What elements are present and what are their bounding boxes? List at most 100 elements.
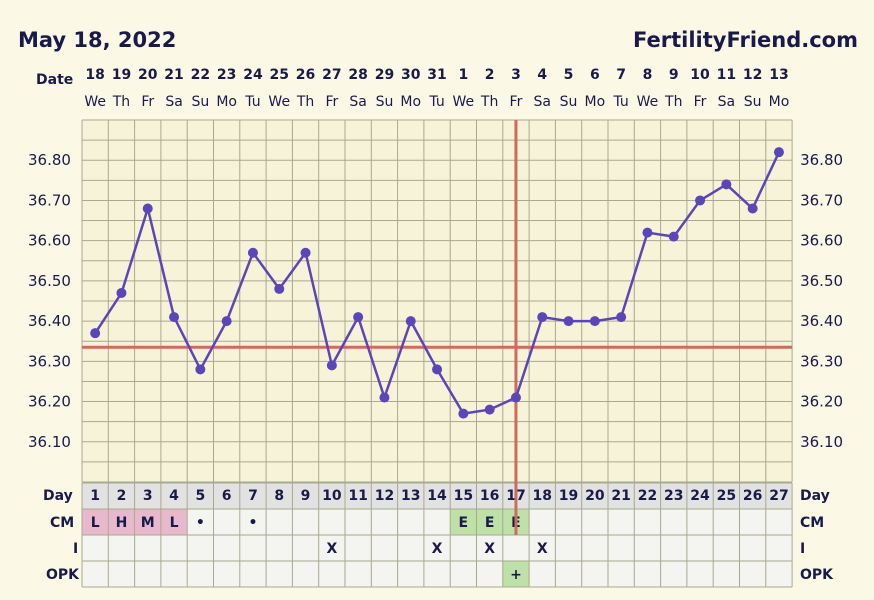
- weekday-label: Tu: [428, 94, 444, 110]
- date-row-label: Date: [36, 72, 73, 88]
- y-tick-label-left: 36.10: [28, 433, 71, 451]
- weekday-label: We: [453, 94, 475, 110]
- row-bg: [82, 509, 793, 535]
- temperature-point: [484, 404, 495, 415]
- temperature-point: [353, 312, 364, 323]
- day-number: 25: [717, 488, 736, 504]
- weekday-label: Sa: [349, 94, 366, 110]
- cm-cell-fill: [476, 509, 503, 535]
- date-label: 23: [217, 67, 236, 83]
- day-number: 14: [427, 488, 447, 504]
- y-tick-label-right: 36.80: [800, 151, 843, 169]
- day-number: 18: [533, 488, 552, 504]
- day-row-label-left: Day: [43, 488, 73, 504]
- date-label: 22: [191, 67, 210, 83]
- temperature-point: [642, 227, 653, 238]
- day-number: 20: [585, 488, 605, 504]
- date-label: 8: [643, 67, 653, 83]
- cm-cell-fill: [82, 509, 109, 535]
- y-tick-label-left: 36.20: [28, 393, 71, 411]
- temperature-point: [589, 316, 600, 327]
- opk-result: +: [510, 567, 522, 583]
- date-label: 25: [270, 67, 289, 83]
- weekday-label: Mo: [216, 94, 237, 110]
- weekday-label: Fr: [510, 94, 523, 110]
- date-label: 20: [138, 67, 158, 83]
- weekday-label: Mo: [769, 94, 790, 110]
- temperature-point: [432, 364, 443, 375]
- weekday-label: Mo: [585, 94, 606, 110]
- day-number: 5: [195, 488, 205, 504]
- date-label: 3: [511, 67, 521, 83]
- day-number: 9: [301, 488, 311, 504]
- y-tick-label-right: 36.10: [800, 433, 843, 451]
- day-number: 1: [90, 488, 100, 504]
- date-label: 31: [427, 67, 446, 83]
- day-number: 23: [664, 488, 683, 504]
- temperature-point: [247, 247, 258, 258]
- date-label: 24: [243, 67, 263, 83]
- chart-date: May 18, 2022: [18, 28, 176, 52]
- weekday-label: Fr: [325, 94, 338, 110]
- day-number: 24: [690, 488, 710, 504]
- date-label: 9: [669, 67, 679, 83]
- date-label: 26: [296, 67, 315, 83]
- cm-cell-fill: [134, 509, 161, 535]
- temperature-point: [300, 247, 311, 258]
- cm-cell-fill: [450, 509, 477, 535]
- weekday-label: Su: [744, 94, 762, 110]
- date-label: 12: [743, 67, 762, 83]
- temperature-point: [616, 312, 627, 323]
- weekday-label: Th: [296, 94, 314, 110]
- cm-value: •: [248, 515, 257, 531]
- temperature-point: [747, 203, 758, 214]
- date-label: 21: [164, 67, 183, 83]
- temperature-point: [195, 364, 206, 375]
- intercourse-mark: X: [432, 541, 443, 557]
- day-number: 8: [274, 488, 284, 504]
- weekday-label: Th: [480, 94, 498, 110]
- day-number: 13: [401, 488, 420, 504]
- temperature-point: [169, 312, 180, 323]
- brand-name: FertilityFriend.com: [633, 28, 858, 52]
- y-axis-labels: 36.10 36.10 36.20 36.20 36.30 36.30 36.40 36.40…: [28, 151, 843, 451]
- cm-value: E: [485, 515, 495, 531]
- temperature-point: [90, 328, 101, 339]
- date-label: 28: [348, 67, 367, 83]
- day-number: 21: [611, 488, 630, 504]
- cm-row-label-right: CM: [800, 515, 824, 531]
- day-number: 7: [248, 488, 258, 504]
- temperature-point: [773, 147, 784, 158]
- weekday-label: Sa: [534, 94, 551, 110]
- y-tick-label-right: 36.60: [800, 232, 843, 250]
- temperature-point: [221, 316, 232, 327]
- cm-value: H: [116, 515, 128, 531]
- day-number: 19: [559, 488, 578, 504]
- date-label: 27: [322, 67, 341, 83]
- date-label: 1: [458, 67, 468, 83]
- date-label: 13: [769, 67, 788, 83]
- date-label: 19: [112, 67, 131, 83]
- day-row-bg: [82, 483, 793, 509]
- temperature-point: [116, 287, 127, 298]
- weekday-label: We: [84, 94, 106, 110]
- temperature-point: [668, 231, 679, 242]
- opk-row-label-right: OPK: [800, 567, 834, 583]
- y-tick-label-left: 36.30: [28, 352, 71, 370]
- weekday-label: Mo: [400, 94, 421, 110]
- temperature-point: [326, 360, 337, 371]
- date-label: 11: [717, 67, 736, 83]
- date-label: 2: [485, 67, 495, 83]
- temperature-point: [537, 312, 548, 323]
- row-bg: [82, 535, 793, 561]
- day-number: 3: [143, 488, 153, 504]
- cm-cell-fill: [108, 509, 135, 535]
- y-tick-label-right: 36.70: [800, 191, 843, 209]
- day-number: 2: [117, 488, 127, 504]
- temperature-point: [458, 408, 469, 419]
- day-number: 10: [322, 488, 342, 504]
- temperature-point: [563, 316, 574, 327]
- date-label: 29: [375, 67, 394, 83]
- date-label: 6: [590, 67, 600, 83]
